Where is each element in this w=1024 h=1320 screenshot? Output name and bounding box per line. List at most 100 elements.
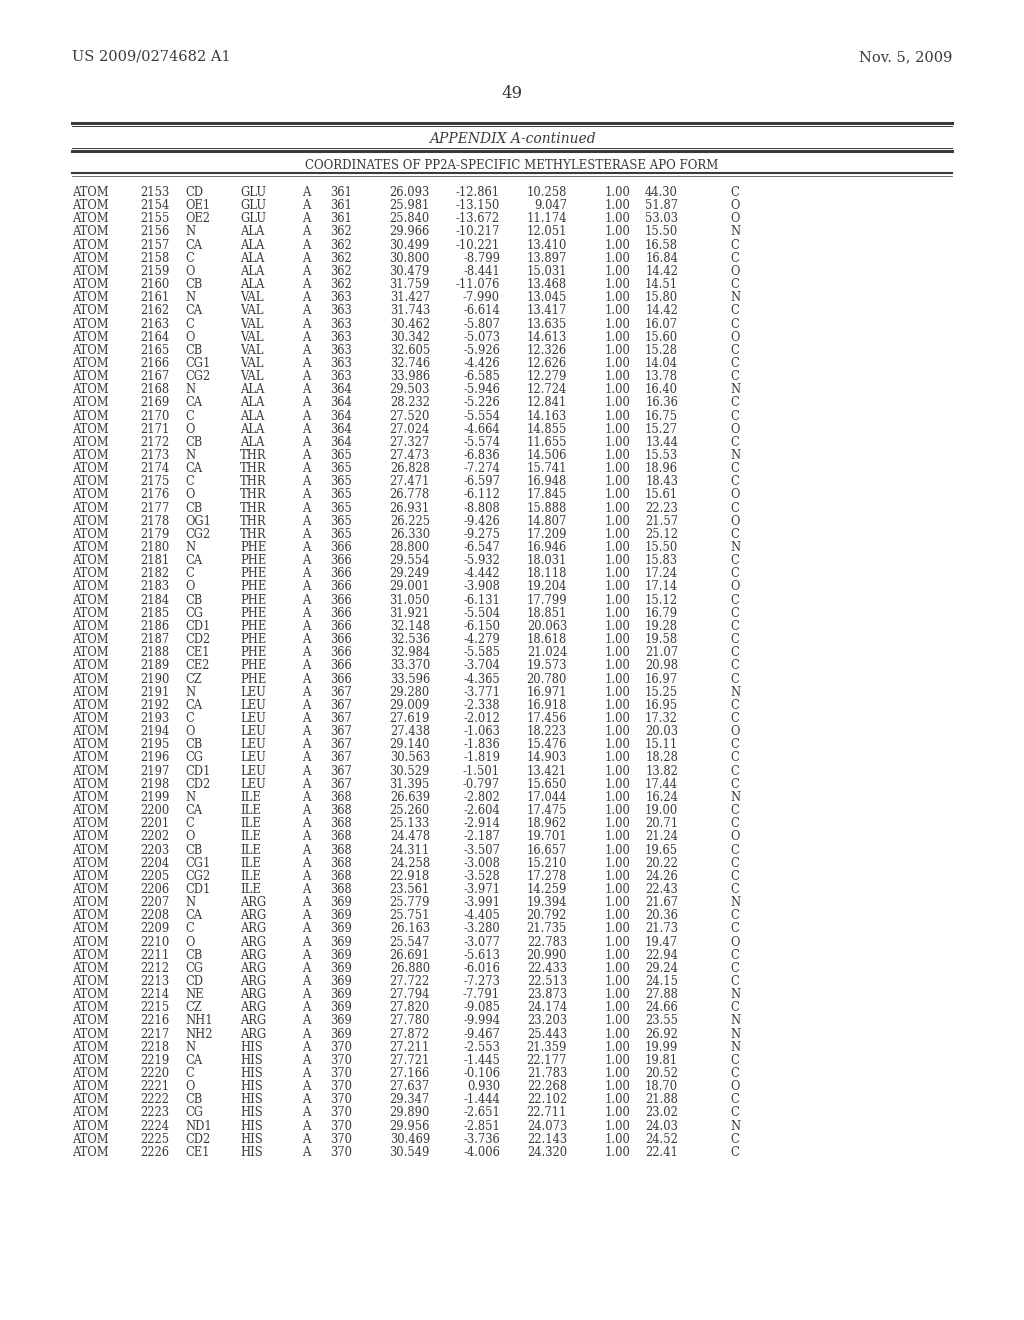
Text: 1.00: 1.00 [604,330,630,343]
Text: -5.073: -5.073 [463,330,500,343]
Text: C: C [730,817,738,830]
Text: ALA: ALA [240,226,264,239]
Text: 53.03: 53.03 [645,213,678,226]
Text: 27.024: 27.024 [390,422,430,436]
Text: ATOM: ATOM [72,843,109,857]
Text: A: A [302,923,310,936]
Text: ATOM: ATOM [72,436,109,449]
Text: 2225: 2225 [140,1133,169,1146]
Text: 369: 369 [330,923,352,936]
Text: -2.012: -2.012 [463,711,500,725]
Text: 15.27: 15.27 [645,422,678,436]
Text: -5.574: -5.574 [463,436,500,449]
Text: -4.279: -4.279 [463,634,500,645]
Text: C: C [730,764,738,777]
Text: 2155: 2155 [140,213,169,226]
Text: C: C [730,857,738,870]
Text: A: A [302,1015,310,1027]
Text: -10.221: -10.221 [456,239,500,252]
Text: ATOM: ATOM [72,962,109,975]
Text: VAL: VAL [240,356,263,370]
Text: 370: 370 [330,1040,352,1053]
Text: ILE: ILE [240,870,261,883]
Text: N: N [730,896,740,909]
Text: 1.00: 1.00 [604,634,630,645]
Text: 2183: 2183 [140,581,169,594]
Text: 2193: 2193 [140,711,169,725]
Text: -6.150: -6.150 [463,620,500,634]
Text: 363: 363 [330,356,352,370]
Text: 370: 370 [330,1067,352,1080]
Text: N: N [730,989,740,1001]
Text: A: A [302,883,310,896]
Text: N: N [730,383,740,396]
Text: 17.845: 17.845 [526,488,567,502]
Text: 366: 366 [330,541,352,554]
Text: -9.426: -9.426 [463,515,500,528]
Text: 2194: 2194 [140,725,169,738]
Text: 22.41: 22.41 [645,1146,678,1159]
Text: -13.150: -13.150 [456,199,500,213]
Text: 1.00: 1.00 [604,685,630,698]
Text: ATOM: ATOM [72,370,109,383]
Text: ATOM: ATOM [72,989,109,1001]
Text: PHE: PHE [240,594,266,607]
Text: ATOM: ATOM [72,554,109,568]
Text: C: C [730,343,738,356]
Text: 13.417: 13.417 [526,305,567,317]
Text: 29.890: 29.890 [389,1106,430,1119]
Text: C: C [730,252,738,265]
Text: NE: NE [185,989,204,1001]
Text: 23.02: 23.02 [645,1106,678,1119]
Text: 25.133: 25.133 [390,817,430,830]
Text: 366: 366 [330,607,352,620]
Text: 2204: 2204 [140,857,169,870]
Text: O: O [185,581,195,594]
Text: LEU: LEU [240,698,266,711]
Text: 12.279: 12.279 [526,370,567,383]
Text: -5.946: -5.946 [463,383,500,396]
Text: -2.651: -2.651 [463,1106,500,1119]
Text: O: O [185,488,195,502]
Text: A: A [302,1080,310,1093]
Text: 25.547: 25.547 [389,936,430,949]
Text: 15.12: 15.12 [645,594,678,607]
Text: ILE: ILE [240,804,261,817]
Text: A: A [302,318,310,330]
Text: 1.00: 1.00 [604,383,630,396]
Text: CZ: CZ [185,673,202,685]
Text: C: C [730,396,738,409]
Text: CG: CG [185,607,203,620]
Text: 32.746: 32.746 [390,356,430,370]
Text: 2217: 2217 [140,1027,169,1040]
Text: A: A [302,685,310,698]
Text: VAL: VAL [240,330,263,343]
Text: N: N [730,791,740,804]
Text: 366: 366 [330,660,352,672]
Text: A: A [302,725,310,738]
Text: ATOM: ATOM [72,475,109,488]
Text: 18.96: 18.96 [645,462,678,475]
Text: 370: 370 [330,1093,352,1106]
Text: A: A [302,305,310,317]
Text: 23.873: 23.873 [527,989,567,1001]
Text: 17.044: 17.044 [526,791,567,804]
Text: -11.076: -11.076 [456,279,500,290]
Text: NH1: NH1 [185,1015,213,1027]
Text: 16.24: 16.24 [645,791,678,804]
Text: 13.045: 13.045 [526,292,567,304]
Text: -5.504: -5.504 [463,607,500,620]
Text: 2161: 2161 [140,292,169,304]
Text: CB: CB [185,594,203,607]
Text: C: C [730,528,738,541]
Text: -5.807: -5.807 [463,318,500,330]
Text: 363: 363 [330,305,352,317]
Text: 2198: 2198 [140,777,169,791]
Text: 29.009: 29.009 [389,698,430,711]
Text: 18.118: 18.118 [526,568,567,581]
Text: 23.203: 23.203 [527,1015,567,1027]
Text: -3.771: -3.771 [463,685,500,698]
Text: ARG: ARG [240,949,266,962]
Text: 24.03: 24.03 [645,1119,678,1133]
Text: 14.506: 14.506 [526,449,567,462]
